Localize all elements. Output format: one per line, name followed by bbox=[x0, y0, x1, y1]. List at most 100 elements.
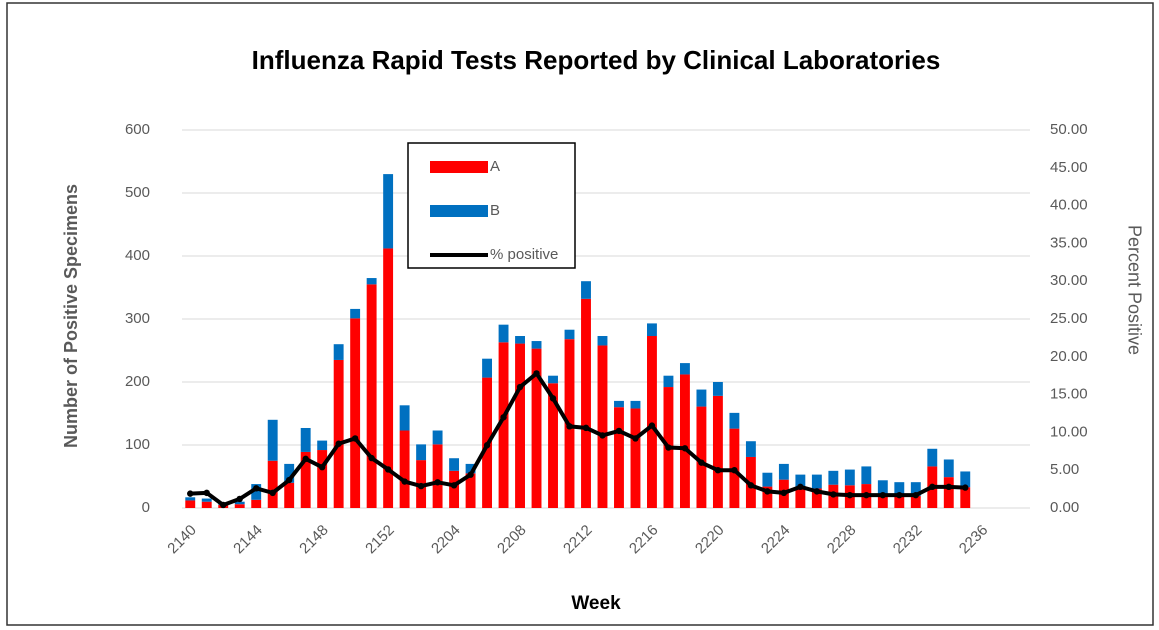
line-marker bbox=[302, 455, 309, 463]
bar bbox=[614, 407, 624, 508]
bar bbox=[515, 336, 525, 344]
bar bbox=[366, 278, 377, 285]
bar bbox=[745, 441, 756, 457]
legend-swatch bbox=[430, 205, 488, 217]
bar bbox=[383, 248, 394, 508]
bar bbox=[762, 486, 773, 508]
bar bbox=[498, 324, 509, 343]
bar bbox=[399, 405, 410, 431]
bar bbox=[317, 440, 328, 451]
y2-tick-label: 25.00 bbox=[1050, 310, 1088, 327]
line-marker bbox=[912, 491, 919, 499]
y-tick-label: 0 bbox=[142, 499, 150, 516]
line-marker bbox=[269, 489, 276, 497]
y-tick-label: 300 bbox=[125, 310, 150, 327]
bar bbox=[729, 412, 740, 429]
y2-tick-label: 45.00 bbox=[1050, 159, 1088, 176]
y-axis-title: Number of Positive Specimens bbox=[61, 184, 81, 448]
line-marker bbox=[863, 491, 870, 499]
bar bbox=[251, 499, 262, 508]
line-marker bbox=[945, 483, 952, 491]
line-marker bbox=[879, 491, 887, 499]
bar bbox=[251, 484, 262, 500]
line-marker bbox=[203, 489, 210, 497]
y2-tick-label: 20.00 bbox=[1050, 348, 1088, 365]
line-marker bbox=[335, 440, 342, 447]
bar bbox=[778, 463, 789, 480]
line-marker bbox=[318, 463, 326, 471]
bar bbox=[482, 358, 493, 378]
bar bbox=[877, 496, 888, 508]
y-tick-label: 100 bbox=[125, 436, 150, 453]
bar bbox=[960, 487, 971, 508]
y2-axis-title: Percent Positive bbox=[1124, 225, 1144, 355]
bar bbox=[828, 470, 839, 485]
bar bbox=[333, 359, 344, 508]
bar bbox=[696, 389, 707, 407]
line-marker bbox=[566, 423, 573, 430]
line-marker bbox=[747, 482, 755, 489]
line-marker bbox=[549, 395, 557, 402]
y2-tick-label: 15.00 bbox=[1050, 386, 1088, 403]
bar bbox=[927, 448, 938, 467]
y-tick-label: 500 bbox=[125, 184, 150, 201]
bar bbox=[762, 472, 773, 487]
bar bbox=[201, 501, 212, 508]
bar bbox=[366, 284, 377, 508]
bar bbox=[811, 474, 822, 489]
bar bbox=[284, 482, 295, 508]
line-marker bbox=[681, 445, 689, 452]
line-marker bbox=[830, 491, 837, 498]
bar bbox=[498, 342, 509, 508]
bar bbox=[432, 444, 443, 508]
bar bbox=[844, 469, 855, 486]
line-marker bbox=[698, 459, 705, 466]
line-marker bbox=[896, 491, 903, 499]
y2-tick-label: 35.00 bbox=[1050, 234, 1088, 251]
legend-label: A bbox=[490, 158, 500, 175]
bar bbox=[647, 323, 657, 337]
line-marker bbox=[714, 467, 722, 474]
bar bbox=[531, 341, 542, 349]
bar bbox=[234, 504, 245, 508]
bar bbox=[795, 474, 806, 489]
bar bbox=[185, 497, 196, 501]
line-marker bbox=[731, 467, 738, 474]
bar bbox=[548, 383, 558, 508]
line-marker bbox=[846, 491, 854, 499]
bar bbox=[877, 480, 888, 497]
bar bbox=[548, 375, 558, 384]
bar bbox=[910, 482, 921, 497]
line-marker bbox=[516, 383, 524, 391]
bar bbox=[861, 466, 872, 485]
bar bbox=[267, 419, 278, 461]
legend-swatch bbox=[430, 161, 488, 173]
y2-tick-label: 50.00 bbox=[1050, 121, 1088, 138]
y2-tick-label: 5.00 bbox=[1050, 461, 1079, 478]
bar bbox=[234, 501, 245, 505]
bar bbox=[300, 427, 311, 452]
bar bbox=[811, 488, 822, 508]
line-marker bbox=[220, 501, 227, 509]
bar bbox=[894, 496, 905, 508]
line-marker bbox=[187, 490, 194, 497]
bar bbox=[712, 382, 723, 396]
line-marker bbox=[384, 466, 392, 473]
y2-tick-label: 0.00 bbox=[1050, 499, 1079, 516]
bar bbox=[960, 471, 971, 488]
bar bbox=[317, 450, 328, 508]
bar bbox=[696, 406, 707, 508]
bar bbox=[449, 458, 460, 471]
bar bbox=[300, 451, 311, 508]
y-tick-label: 600 bbox=[125, 121, 150, 138]
bar bbox=[284, 463, 295, 483]
bar bbox=[647, 336, 657, 508]
line-marker bbox=[417, 482, 425, 490]
bar bbox=[679, 363, 690, 375]
bar bbox=[350, 318, 361, 508]
bar bbox=[416, 444, 427, 461]
bar bbox=[630, 400, 641, 409]
line-marker bbox=[615, 427, 623, 435]
